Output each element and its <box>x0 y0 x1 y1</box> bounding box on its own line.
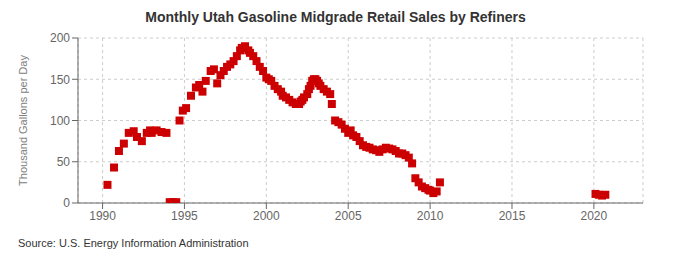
svg-text:2020: 2020 <box>581 209 608 223</box>
svg-text:2010: 2010 <box>417 209 444 223</box>
svg-text:200: 200 <box>50 31 70 45</box>
svg-text:Thousand Gallons per Day: Thousand Gallons per Day <box>17 55 29 186</box>
svg-text:2015: 2015 <box>499 209 526 223</box>
svg-text:1995: 1995 <box>171 209 198 223</box>
svg-text:100: 100 <box>50 114 70 128</box>
svg-text:0: 0 <box>63 196 70 210</box>
html-text:Monthly Utah Gasoline Midgrade: Monthly Utah Gasoline Midgrade Retail Sa… <box>145 9 526 25</box>
svg-text:50: 50 <box>57 155 71 169</box>
svg-text:1990: 1990 <box>89 209 116 223</box>
html-text:Source: U.S. Energy Informatio: Source: U.S. Energy Information Administ… <box>18 237 249 249</box>
svg-text:150: 150 <box>50 73 70 87</box>
svg-text:2000: 2000 <box>253 209 280 223</box>
svg-text:2005: 2005 <box>335 209 362 223</box>
